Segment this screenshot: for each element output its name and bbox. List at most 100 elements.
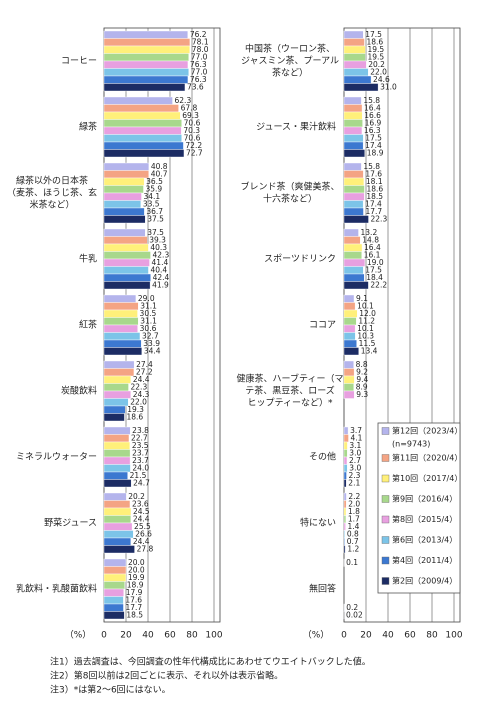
value-label: 31.0 xyxy=(380,82,397,91)
value-label: 24.5 xyxy=(133,507,150,516)
value-label: 18.1 xyxy=(366,177,383,186)
value-label: 20.0 xyxy=(128,565,145,574)
bar xyxy=(343,309,358,318)
value-label: 14.8 xyxy=(362,235,379,244)
value-label: 10.3 xyxy=(357,331,374,340)
value-label: 0.7 xyxy=(347,537,359,546)
bar xyxy=(103,573,127,582)
value-label: 10.1 xyxy=(357,301,374,310)
bar xyxy=(343,126,363,135)
bar xyxy=(343,68,369,77)
value-label: 20.0 xyxy=(128,558,145,567)
bar xyxy=(103,405,126,414)
value-label: 30.6 xyxy=(140,324,157,333)
legend-label: 第12回（2023/4） xyxy=(392,426,462,436)
value-label: 42.3 xyxy=(153,250,170,259)
category-label: 無回答 xyxy=(309,583,336,595)
bar xyxy=(343,456,348,465)
value-label: 17.5 xyxy=(365,30,382,39)
category-label: ブレンド茶（爽健美茶、 xyxy=(240,181,339,193)
value-label: 16.1 xyxy=(364,250,381,259)
value-label: 36.5 xyxy=(146,177,163,186)
value-label: 11.5 xyxy=(359,339,376,348)
value-label: 19.5 xyxy=(367,52,384,61)
value-label: 3.7 xyxy=(350,426,362,435)
bar xyxy=(103,507,132,516)
category-label: 緑茶 xyxy=(79,121,97,133)
category-label: テ茶、黒豆茶、ローズ xyxy=(245,385,335,397)
bar xyxy=(103,243,149,252)
value-label: 41.4 xyxy=(152,258,169,267)
legend-box xyxy=(377,422,461,594)
value-label: 78.1 xyxy=(192,37,209,46)
value-label: 27.2 xyxy=(136,367,153,376)
bar xyxy=(343,273,365,282)
value-label: 16.9 xyxy=(365,118,382,127)
value-label: 35.9 xyxy=(145,184,162,193)
bar xyxy=(103,30,189,39)
bar xyxy=(343,281,369,290)
bar xyxy=(343,243,363,252)
value-label: 27.8 xyxy=(137,544,154,553)
bar xyxy=(103,134,182,143)
bar xyxy=(103,149,185,158)
value-label: 19.5 xyxy=(367,45,384,54)
legend-label: 第2回（2009/4） xyxy=(392,576,457,586)
legend-swatch xyxy=(381,515,390,524)
value-label: 0.02 xyxy=(346,610,363,619)
bar xyxy=(103,281,151,290)
bar xyxy=(103,111,181,120)
value-label: 27.4 xyxy=(136,360,153,369)
category-label: ヒップティーなど）* xyxy=(248,398,333,409)
legend-label: 第9回（2016/4） xyxy=(392,494,457,504)
legend-label: 第8回（2015/4） xyxy=(392,514,457,524)
bar xyxy=(343,522,346,531)
bar xyxy=(103,83,186,92)
bar xyxy=(343,30,364,39)
value-label: 19.3 xyxy=(127,405,144,414)
bar xyxy=(343,119,363,128)
value-label: 21.5 xyxy=(130,471,147,480)
value-label: 23.5 xyxy=(132,441,149,450)
category-label: ミネラルウォーター xyxy=(16,452,97,463)
bar xyxy=(343,390,355,399)
value-label: 9.4 xyxy=(356,375,368,384)
bar xyxy=(343,347,359,356)
bar xyxy=(343,471,347,480)
value-label: 17.4 xyxy=(365,199,382,208)
bar xyxy=(103,104,179,113)
bar xyxy=(343,492,347,501)
bar xyxy=(103,588,124,597)
value-label: 2.1 xyxy=(348,478,360,487)
bar xyxy=(103,96,173,105)
value-label: 18.4 xyxy=(366,273,383,282)
value-label: 23.6 xyxy=(132,499,149,508)
bar xyxy=(103,228,146,237)
x-tick-label: 100 xyxy=(205,631,222,641)
bar xyxy=(343,228,359,237)
bar xyxy=(103,398,129,407)
value-label: 24.7 xyxy=(133,478,150,487)
category-label: 緑茶以外の日本茶 xyxy=(16,175,88,187)
value-label: 1.7 xyxy=(348,514,360,523)
category-label: 乳飲料・乳酸菌飲料 xyxy=(16,583,97,595)
value-label: 31.1 xyxy=(140,301,157,310)
value-label: 18.6 xyxy=(366,37,383,46)
bar xyxy=(343,177,365,186)
legend-swatch xyxy=(381,474,390,483)
bar xyxy=(103,170,149,179)
x-tick-label: 60 xyxy=(404,631,416,641)
bar xyxy=(343,368,355,377)
value-label: 17.6 xyxy=(125,595,142,604)
value-label: 41.9 xyxy=(152,280,169,289)
bar xyxy=(103,426,131,435)
value-label: 18.9 xyxy=(127,580,144,589)
bar xyxy=(103,441,131,450)
value-label: 17.4 xyxy=(365,141,382,150)
value-label: 78.0 xyxy=(192,45,209,54)
bar xyxy=(103,162,150,171)
value-label: 34.1 xyxy=(144,192,161,201)
bar xyxy=(103,390,131,399)
value-label: 19.0 xyxy=(367,258,384,267)
